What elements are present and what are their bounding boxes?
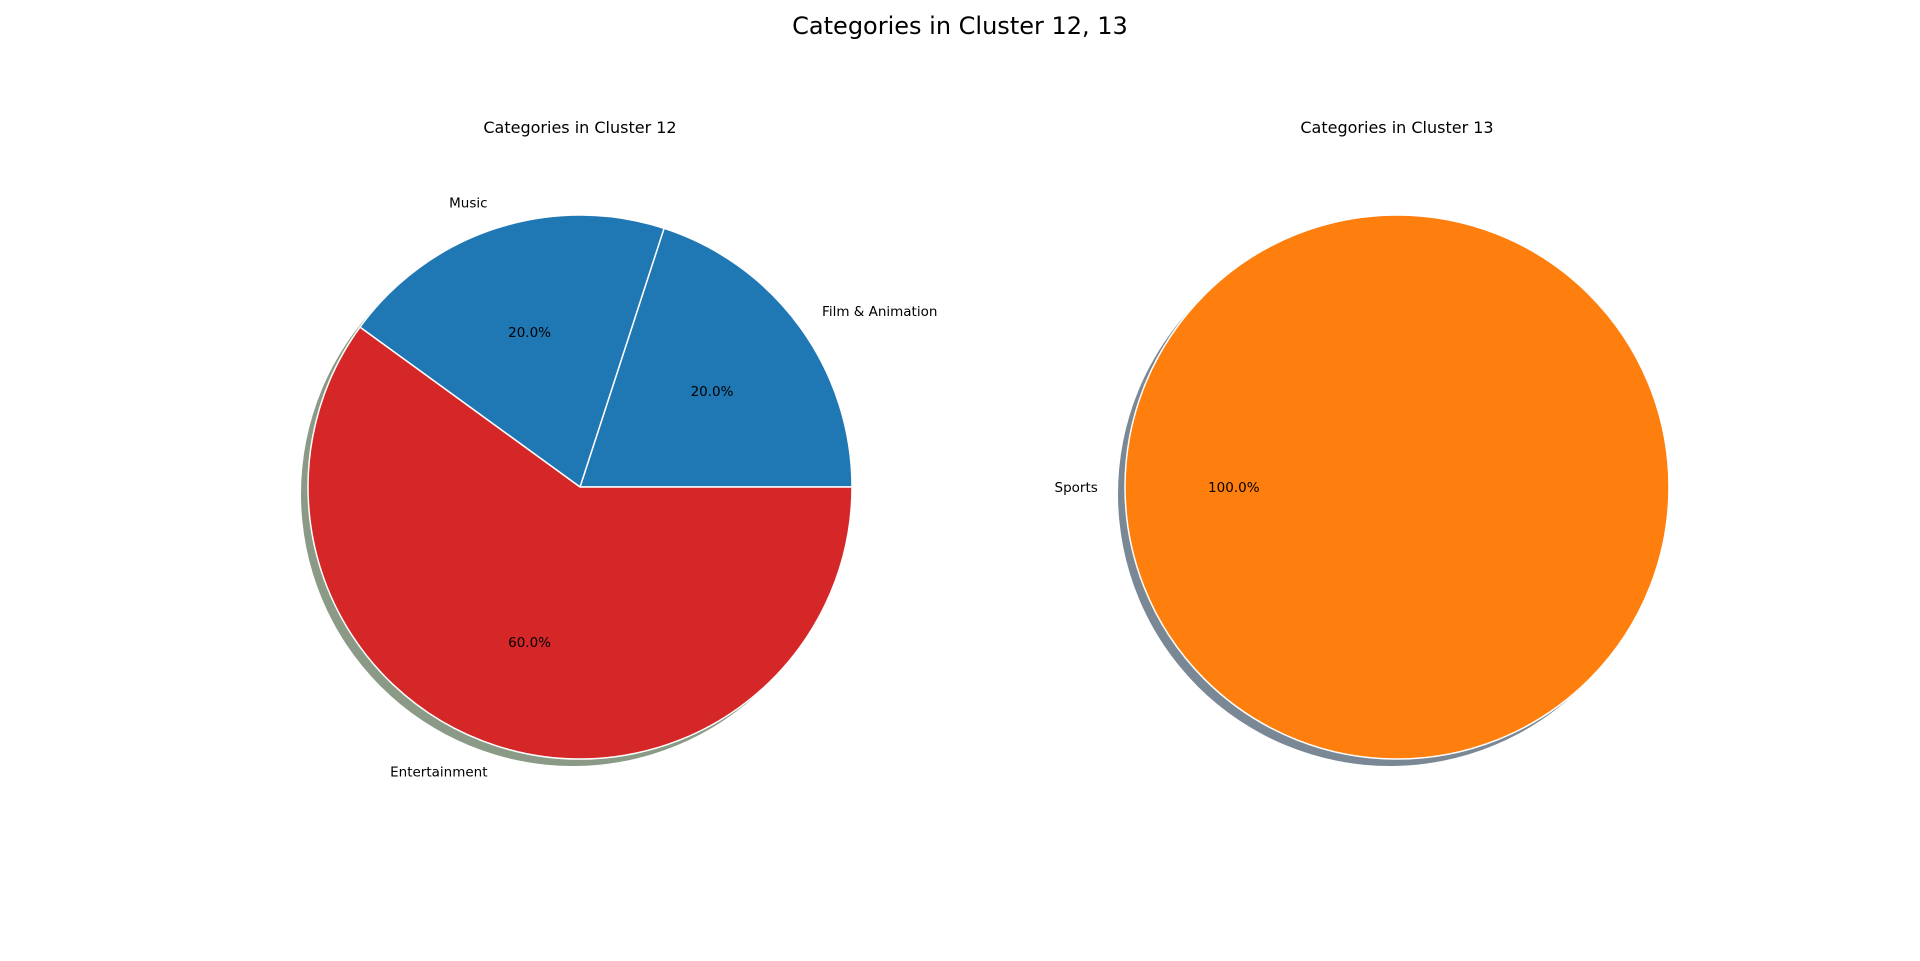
pie-chart-1: Categories in Cluster 12 Film & Animation…: [301, 118, 937, 781]
slice-percent-label: 60.0%: [508, 635, 551, 651]
pie-chart-2: Categories in Cluster 13 Sports 100.0%: [1055, 118, 1670, 766]
figure-title: Categories in Cluster 12, 13: [792, 12, 1128, 40]
pie-slice: [359, 214, 665, 488]
pie-slice: [307, 326, 853, 760]
slice-percent-label: 20.0%: [508, 325, 551, 341]
slice-percent-label: 100.0%: [1208, 480, 1260, 496]
pie-title: Categories in Cluster 12: [483, 118, 676, 137]
pie-title: Categories in Cluster 13: [1300, 118, 1493, 137]
slice-percent-label: 20.0%: [691, 384, 734, 400]
slice-label: Sports: [1055, 480, 1098, 496]
slice-label: Entertainment: [390, 765, 487, 781]
slice-label: Film & Animation: [822, 304, 937, 320]
slice-label: Music: [449, 195, 487, 211]
pie-slice: [1124, 214, 1670, 760]
pie-slice: [579, 227, 853, 488]
